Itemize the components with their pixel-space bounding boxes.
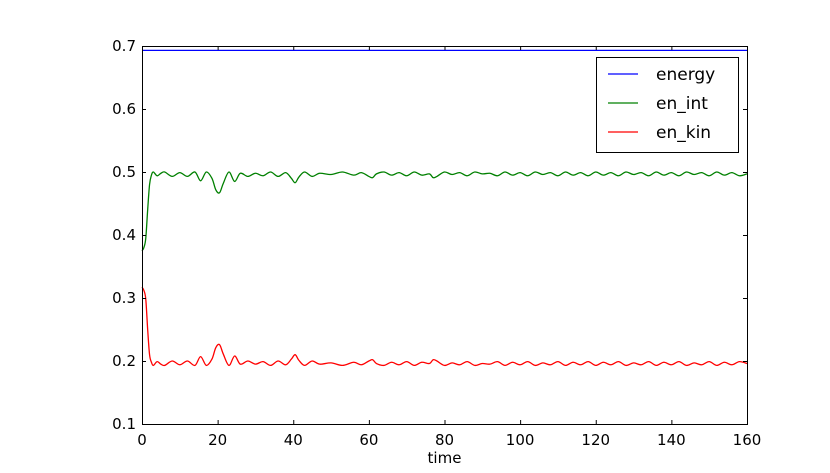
x-axis-title: time [428, 449, 462, 467]
x-tick-label: 160 [733, 431, 762, 449]
y-tick-label: 0.5 [112, 163, 136, 181]
y-tick-label: 0.7 [112, 37, 136, 55]
y-tick-label: 0.4 [112, 226, 136, 244]
series-line-en-int [141, 171, 748, 252]
y-tick-label: 0.3 [112, 289, 136, 307]
y-tick-label: 0.2 [112, 352, 136, 370]
legend: energy en_int en_kin [596, 57, 739, 153]
y-tick-label: 0.6 [112, 100, 136, 118]
y-tick-label: 0.1 [112, 415, 136, 433]
legend-label-energy: energy [656, 65, 715, 85]
series-line-en-kin [141, 286, 748, 367]
x-tick-label: 20 [208, 431, 227, 449]
x-tick-label: 100 [506, 431, 535, 449]
x-tick-label: 120 [581, 431, 610, 449]
x-tick-label: 80 [435, 431, 454, 449]
ticks-layer: 0 20 40 60 80 100 120 140 160 0.1 0.2 0.3 0.4 0.5 0.6 0… [112, 37, 761, 449]
legend-box [596, 57, 739, 153]
legend-label-en-int: en_int [656, 94, 708, 114]
x-tick-label: 140 [657, 431, 686, 449]
legend-label-en-kin: en_kin [656, 123, 711, 143]
x-tick-label: 60 [359, 431, 378, 449]
x-tick-label: 40 [284, 431, 303, 449]
x-tick-label: 0 [137, 431, 147, 449]
series-layer [141, 49, 748, 367]
